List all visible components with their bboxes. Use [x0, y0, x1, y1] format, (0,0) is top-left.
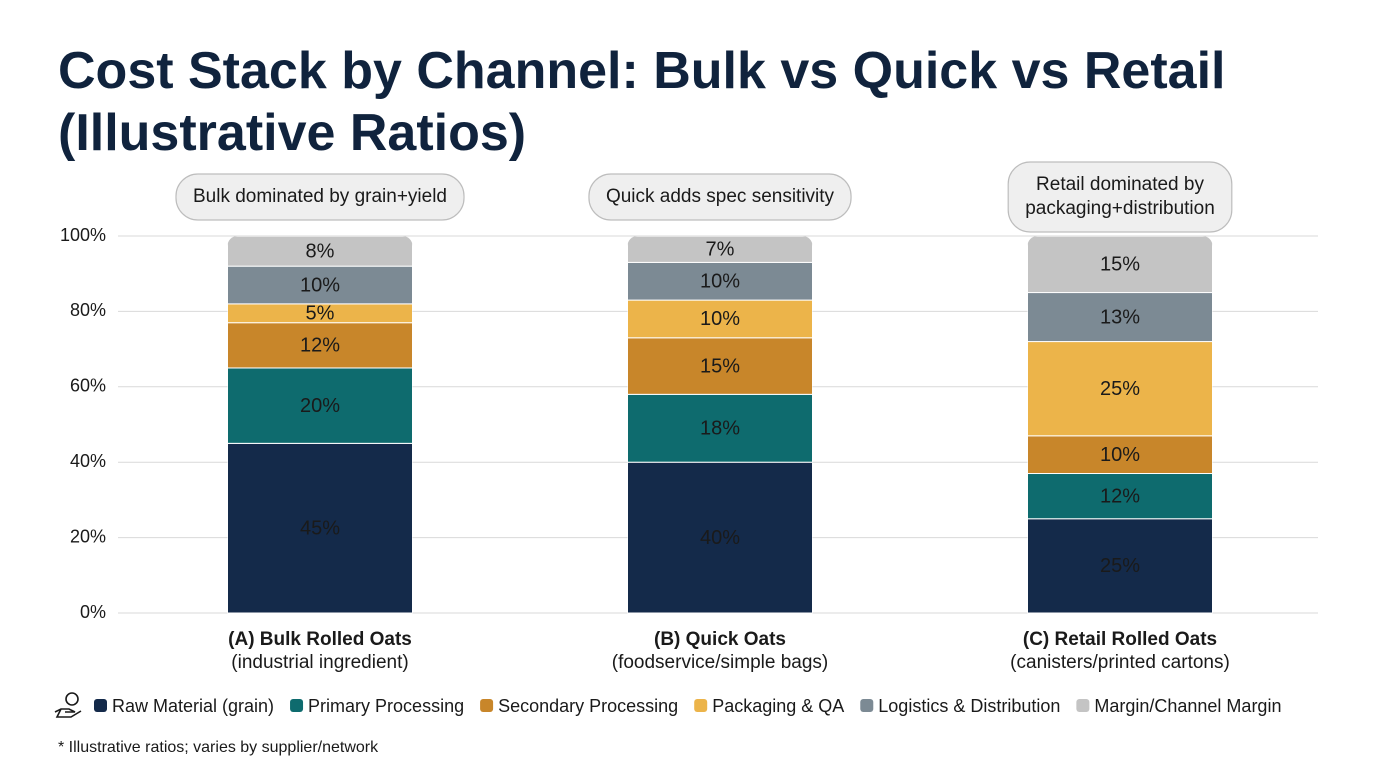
- value-label: 15%: [700, 355, 740, 377]
- bar-segment: [1027, 473, 1213, 520]
- x-tick-label: (C) Retail Rolled Oats: [1023, 629, 1217, 650]
- legend-swatch: [1076, 699, 1090, 712]
- value-label: 5%: [306, 303, 335, 325]
- x-tick-label: (B) Quick Oats: [654, 629, 786, 650]
- annotation-text: Quick adds spec sensitivity: [606, 186, 835, 207]
- y-tick-label: 0%: [80, 602, 106, 622]
- y-tick-label: 80%: [70, 300, 106, 320]
- bar-segment: [627, 236, 813, 263]
- value-label: 10%: [300, 274, 340, 296]
- annotation-text: Bulk dominated by grain+yield: [193, 186, 447, 207]
- legend-icon: [54, 692, 82, 718]
- legend-label: Packaging & QA: [712, 696, 844, 716]
- x-tick-note: (industrial ingredient): [231, 652, 408, 673]
- bar-stack: [227, 236, 413, 614]
- y-tick-label: 40%: [70, 451, 106, 471]
- value-label: 10%: [700, 271, 740, 293]
- y-tick-label: 60%: [70, 376, 106, 396]
- legend-label: Primary Processing: [308, 696, 464, 716]
- bar-segment: [627, 261, 813, 301]
- annotation: Quick adds spec sensitivity: [588, 173, 852, 221]
- legend-label: Logistics & Distribution: [878, 696, 1060, 716]
- bar-segment: [1027, 236, 1213, 294]
- value-label: 18%: [700, 418, 740, 440]
- value-label: 20%: [300, 395, 340, 417]
- bar-segment: [1027, 518, 1213, 614]
- y-tick-label: 20%: [70, 526, 106, 546]
- chart-title: Cost Stack by Channel: Bulk vs Quick vs …: [58, 42, 1226, 100]
- bar-stack: [627, 236, 813, 614]
- legend-swatch: [480, 699, 494, 712]
- chart-subtitle: (Illustrative Ratios): [58, 104, 526, 162]
- bar-segment: [227, 236, 413, 267]
- value-label: 10%: [1100, 444, 1140, 466]
- legend-label: Margin/Channel Margin: [1094, 696, 1281, 716]
- value-label: 40%: [700, 527, 740, 549]
- y-tick-label: 100%: [60, 225, 106, 245]
- bar-stack: [1027, 236, 1213, 614]
- legend-swatch: [694, 699, 708, 712]
- legend-swatch: [94, 699, 107, 712]
- value-label: 12%: [300, 335, 340, 357]
- legend-swatch: [860, 699, 874, 712]
- value-label: 8%: [306, 240, 335, 262]
- annotation-box: [1007, 161, 1233, 233]
- bar-segment: [627, 299, 813, 339]
- value-label: 25%: [1100, 555, 1140, 577]
- value-label: 10%: [700, 308, 740, 330]
- bar-segment: [1027, 435, 1213, 475]
- value-label: 12%: [1100, 485, 1140, 507]
- bar-segment: [627, 393, 813, 463]
- annotation-text: Retail dominated by: [1036, 174, 1204, 195]
- legend-swatch: [290, 699, 304, 712]
- annotation-box: [175, 173, 465, 221]
- value-label: 7%: [706, 238, 735, 260]
- annotation: Bulk dominated by grain+yield: [175, 173, 465, 221]
- legend-label: Secondary Processing: [498, 696, 678, 716]
- annotation: Retail dominated by packaging+distributio…: [1007, 161, 1233, 233]
- value-label: 25%: [1100, 378, 1140, 400]
- x-tick-note: (foodservice/simple bags): [612, 652, 828, 673]
- x-tick-note: (canisters/printed cartons): [1010, 652, 1230, 673]
- value-label: 13%: [1100, 306, 1140, 328]
- annotation-text: packaging+distribution: [1025, 198, 1215, 219]
- legend-label: Raw Material (grain): [112, 696, 274, 716]
- value-label: 45%: [300, 517, 340, 539]
- value-label: 15%: [1100, 254, 1140, 276]
- bar-segment: [227, 367, 413, 444]
- x-tick-label: (A) Bulk Rolled Oats: [228, 629, 412, 650]
- annotation-box: [588, 173, 852, 221]
- bar-segment: [627, 337, 813, 395]
- bar-segment: [227, 442, 413, 614]
- bar-segment: [1027, 292, 1213, 343]
- footnote: * Illustrative ratios; varies by supplie…: [58, 739, 379, 756]
